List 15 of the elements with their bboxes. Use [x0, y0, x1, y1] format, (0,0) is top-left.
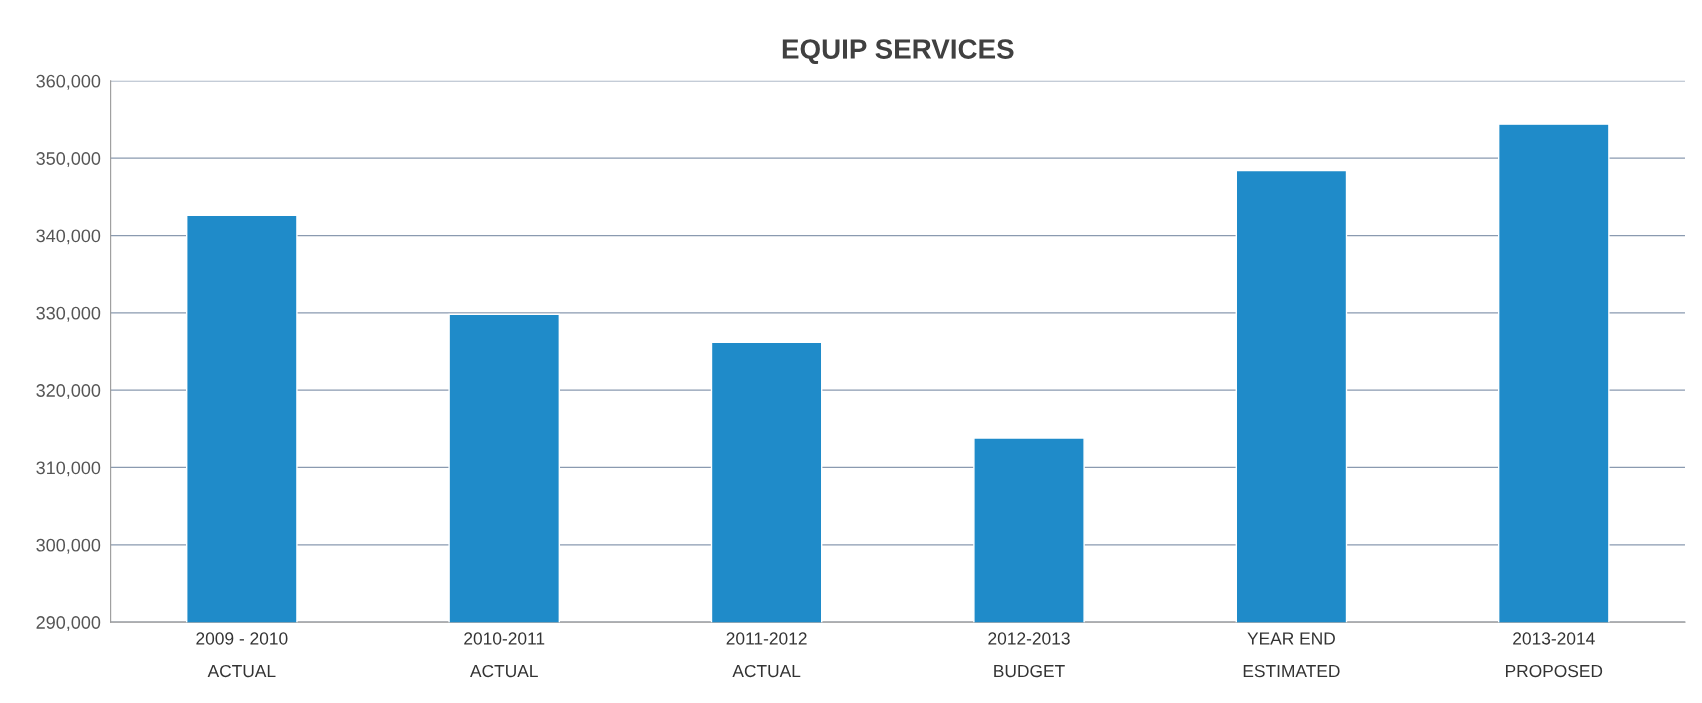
x-tick-label: 2011-2012 ACTUAL	[726, 632, 807, 678]
chart-title: EQUIP SERVICES	[782, 39, 1014, 65]
x-tick-label: YEAR END ESTIMATED	[1243, 632, 1340, 678]
x-tick-label: 2013-2014 PROPOSED	[1506, 632, 1603, 678]
x-tick-label: 2010-2011 ACTUAL	[464, 632, 545, 678]
x-tick-label: 2012-2013 BUDGET	[988, 632, 1070, 678]
y-tick-label: 300,000	[36, 538, 101, 554]
y-tick-label: 330,000	[36, 306, 101, 322]
y-tick-label: 320,000	[36, 384, 101, 400]
y-tick-label: 340,000	[36, 229, 101, 245]
x-tick-label: 2009 - 2010 ACTUAL	[196, 632, 288, 678]
y-tick-label: 310,000	[36, 461, 101, 477]
y-tick-label: 350,000	[36, 152, 101, 168]
y-tick-label: 290,000	[36, 616, 101, 632]
y-tick-label: 360,000	[36, 74, 101, 90]
